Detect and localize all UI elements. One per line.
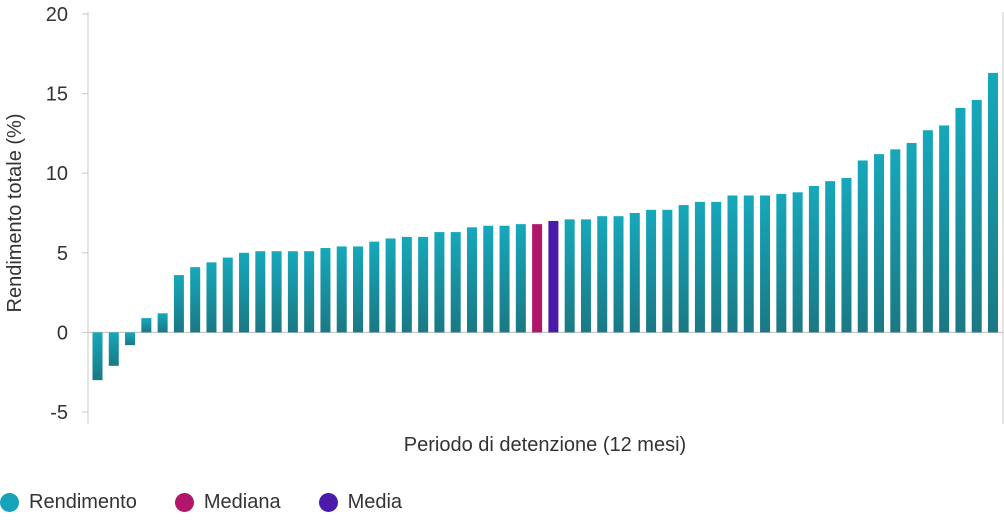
bar-rendimento xyxy=(662,209,673,333)
bar-rendimento xyxy=(922,130,933,333)
legend-item-media: Media xyxy=(318,490,403,514)
legend-label: Rendimento xyxy=(29,490,137,513)
bar-rendimento xyxy=(678,205,689,333)
bar-rendimento xyxy=(108,332,119,366)
bar-rendimento xyxy=(125,332,136,346)
y-tick-label: 5 xyxy=(57,243,68,265)
bar-rendimento xyxy=(255,251,266,333)
bar-rendimento xyxy=(808,185,819,333)
legend-label: Mediana xyxy=(203,490,281,513)
bar-rendimento xyxy=(776,193,787,333)
bar-rendimento xyxy=(190,267,201,333)
bar-rendimento xyxy=(971,99,982,333)
legend-item-rendimento: Rendimento xyxy=(0,491,137,514)
legend-dot-icon xyxy=(0,492,19,512)
bar-rendimento xyxy=(727,195,738,333)
bar-rendimento xyxy=(597,216,608,333)
bar-rendimento xyxy=(206,262,217,333)
bar-rendimento xyxy=(222,257,233,333)
bar-rendimento xyxy=(629,213,640,333)
bar-rendimento xyxy=(646,209,657,333)
bar-rendimento xyxy=(434,232,445,333)
bar-rendimento xyxy=(939,125,950,333)
bar-rendimento xyxy=(760,195,771,333)
bar-rendimento xyxy=(353,246,364,333)
bar-rendimento xyxy=(450,232,461,333)
bar-rendimento xyxy=(564,219,575,333)
bar-rendimento xyxy=(499,225,510,333)
bar-rendimento xyxy=(320,248,331,333)
bar-rendimento xyxy=(792,192,803,333)
bar-rendimento xyxy=(743,195,754,333)
bar-rendimento xyxy=(841,177,852,333)
bar-rendimento xyxy=(369,241,380,333)
bar-rendimento xyxy=(906,142,917,333)
bar-media xyxy=(548,220,559,333)
bars xyxy=(92,72,998,381)
x-axis-label: Periodo di detenzione (12 mesi) xyxy=(404,434,686,456)
legend-item-mediana: Mediana xyxy=(174,490,281,514)
bar-rendimento xyxy=(271,251,282,333)
bar-rendimento xyxy=(418,236,429,333)
bar-rendimento xyxy=(580,219,591,333)
y-tick-labels: -5 0 5 10 15 20 xyxy=(46,4,68,424)
bar-rendimento xyxy=(694,201,705,333)
bar-rendimento xyxy=(955,107,966,333)
bar-rendimento xyxy=(890,149,901,333)
legend: Rendimento Mediana Media xyxy=(0,487,440,517)
bar-rendimento xyxy=(141,318,152,333)
bar-rendimento xyxy=(857,160,868,333)
bar-rendimento xyxy=(385,238,396,333)
bar-rendimento xyxy=(287,251,298,333)
bar-rendimento xyxy=(466,227,477,333)
bar-rendimento xyxy=(336,246,347,333)
bar-rendimento xyxy=(613,216,624,333)
bar-rendimento xyxy=(874,154,885,333)
bar-rendimento xyxy=(239,252,250,333)
legend-label: Media xyxy=(347,490,403,513)
y-tick-label: -5 xyxy=(50,402,68,424)
bar-rendimento xyxy=(304,251,315,333)
bar-rendimento xyxy=(157,313,168,333)
bar-rendimento xyxy=(483,225,494,333)
bar-rendimento xyxy=(92,332,103,381)
bar-rendimento xyxy=(173,275,184,333)
y-tick-label: 10 xyxy=(46,163,68,185)
legend-dot-icon xyxy=(318,492,338,512)
y-tick-label: 0 xyxy=(57,322,68,344)
bar-mediana xyxy=(532,224,543,333)
y-tick-label: 15 xyxy=(46,84,68,106)
legend-dot-icon xyxy=(174,492,194,512)
bar-rendimento xyxy=(711,201,722,333)
bar-rendimento xyxy=(401,236,412,333)
bar-rendimento xyxy=(988,72,998,333)
y-axis-label: Rendimento totale (%) xyxy=(4,114,26,313)
bar-rendimento xyxy=(825,181,836,333)
y-tick-label: 20 xyxy=(46,4,68,26)
bar-rendimento xyxy=(515,224,526,333)
